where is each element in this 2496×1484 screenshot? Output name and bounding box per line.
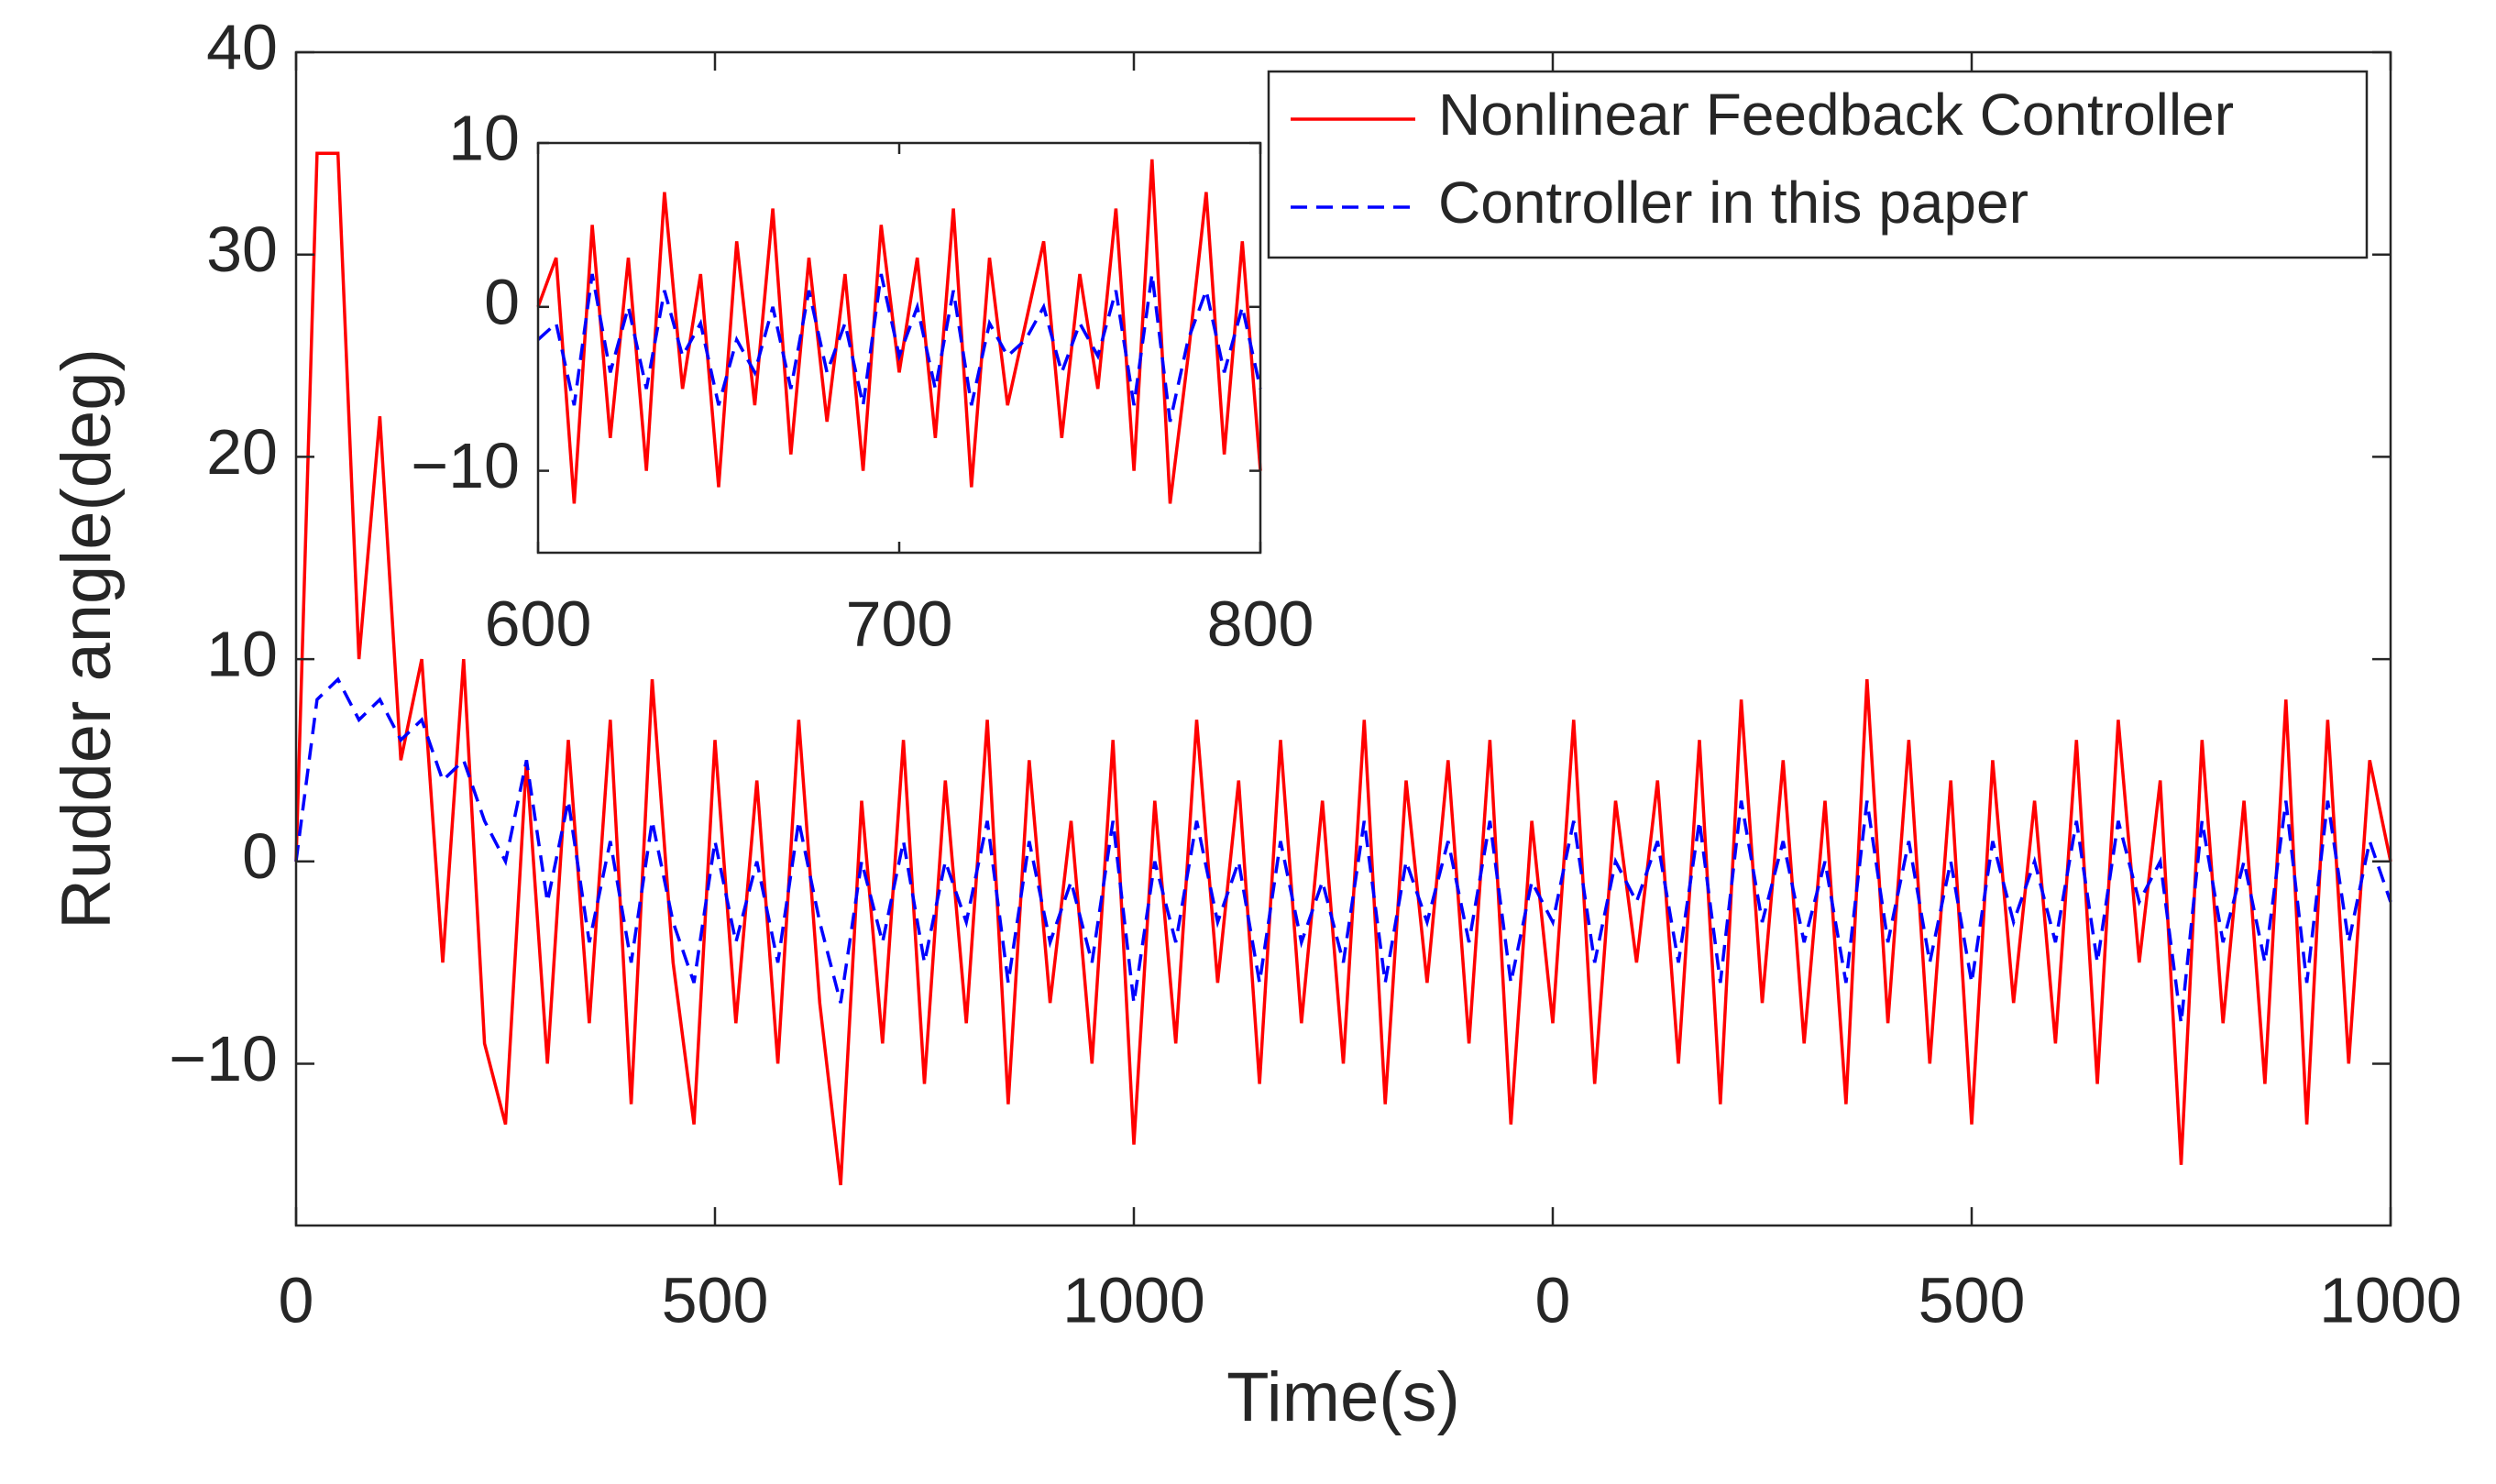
y-tick-label: −10 [169, 1023, 278, 1094]
x-tick-label: 0 [1535, 1264, 1571, 1336]
y-tick-label: 20 [206, 416, 278, 488]
x-tick-label: 800 [1207, 588, 1314, 659]
y-tick-label: 0 [242, 820, 278, 892]
legend-label: Controller in this paper [1438, 170, 2029, 236]
series-line [294, 151, 2392, 1186]
plot-area [538, 143, 1260, 553]
x-tick-label: 500 [1919, 1264, 2026, 1336]
y-tick-label: −10 [411, 430, 520, 501]
x-tick-label: 1000 [2319, 1264, 2462, 1336]
axes-box [294, 50, 2392, 1227]
x-tick-label: 1000 [1062, 1264, 1205, 1336]
x-tick-label: 500 [662, 1264, 769, 1336]
x-tick-label: 600 [485, 588, 592, 659]
x-axis-label: Time(s) [1226, 1358, 1460, 1436]
x-tick-label: 700 [846, 588, 953, 659]
y-tick-label: 40 [206, 11, 278, 82]
y-tick-label: 10 [206, 619, 278, 690]
y-tick-label: 0 [484, 266, 520, 337]
legend-box [1267, 70, 2369, 259]
series-line [536, 273, 1262, 423]
y-axis-label: Rudder angle(deg) [48, 348, 126, 929]
x-tick-label: 0 [279, 1264, 314, 1336]
y-tick-label: 30 [206, 214, 278, 285]
series-line [294, 676, 2392, 1024]
legend-label: Nonlinear Feedback Controller [1438, 82, 2234, 148]
y-tick-label: 10 [448, 102, 520, 173]
